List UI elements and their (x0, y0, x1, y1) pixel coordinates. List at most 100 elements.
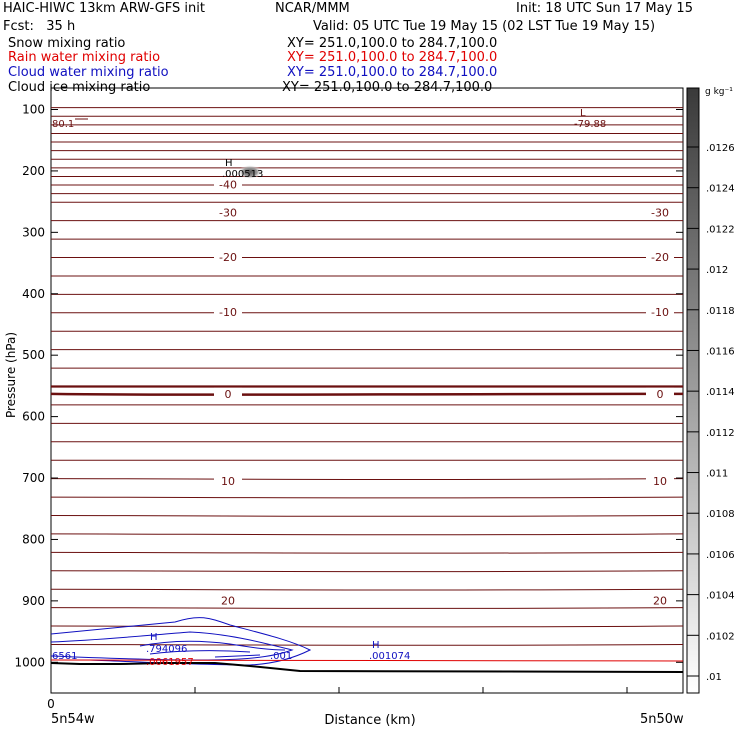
colorbar-label: .0118 (706, 306, 735, 317)
temperature-contour-line (50, 551, 684, 554)
contour-label-bg (646, 594, 674, 607)
annotation-value-h-cloud: .001074 (369, 651, 410, 662)
colorbar-label: .0108 (706, 509, 735, 520)
x-tick-0: 0 (47, 697, 55, 711)
temperature-contour-labels: -40 -30 -30 -20 -20 -10 -10 0 0 10 10 20 20 (214, 178, 674, 607)
contour-label: -10 (651, 306, 669, 319)
y-tick-label: 300 (22, 225, 45, 239)
temperature-contour-line (50, 625, 684, 628)
contour-label: -10 (219, 306, 237, 319)
annotation-mark-h-cloud-left: H (150, 632, 158, 643)
contour-label-bg (646, 387, 674, 400)
surface-line (50, 662, 684, 673)
contour-label-bg (214, 250, 242, 263)
x-end-label: 5n50w (640, 712, 684, 727)
rain-contour (50, 659, 684, 662)
contour-label-bg (214, 387, 242, 400)
annotation-mark-l: L (580, 108, 586, 119)
contour-label-bg (646, 475, 674, 488)
annotation-value-left: 80.1 (52, 119, 74, 130)
colorbar-label: .0112 (706, 428, 735, 439)
temperature-contour-line (50, 643, 684, 646)
field-xy-cloudwater: XY= 251.0,100.0 to 284.7,100.0 (287, 65, 498, 80)
annotation-value-h-ice: .000513 (222, 169, 263, 180)
contour-label-bg (646, 206, 674, 219)
annotation-value-cloud-left: 6561 (52, 651, 77, 662)
annotations: H .000513 L -79.88 80.1 H .001074 H .794… (52, 108, 606, 668)
colorbar (686, 87, 700, 694)
temperature-contour-line (50, 478, 684, 481)
temperature-contour-line (50, 588, 684, 591)
valid-time: Valid: 05 UTC Tue 19 May 15 (02 LST Tue … (313, 19, 656, 34)
forecast-hour: Fcst: 35 h (3, 19, 76, 34)
contour-label-bg (214, 594, 242, 607)
y-tick-label: 200 (22, 164, 45, 178)
annotation-value-cloud-001: .001 (270, 651, 292, 662)
contour-label: 0 (657, 388, 664, 401)
temperature-contour-line (50, 496, 684, 499)
annotation-mark-h-ice: H (225, 158, 233, 169)
annotation-mark-h-cloud: H (372, 640, 380, 651)
y-tick-label: 700 (22, 471, 45, 485)
x-axis-ticks (50, 687, 628, 693)
temperature-contour-line (50, 607, 684, 610)
colorbar-label: .0104 (706, 591, 735, 602)
temperature-contour-line (50, 514, 684, 517)
contour-label-bg (214, 206, 242, 219)
annotation-value-rain: .0061957 (146, 657, 194, 668)
colorbar-label: .0124 (706, 184, 735, 195)
contour-label: -30 (219, 207, 237, 220)
colorbar-label: .012 (706, 265, 728, 276)
field-name-snow: Snow mixing ratio (8, 36, 126, 51)
temperature-contours (50, 107, 684, 646)
colorbar-label: .0114 (706, 387, 735, 398)
field-name-cloudwater: Cloud water mixing ratio (8, 65, 169, 80)
y-axis-title: Pressure (hPa) (4, 332, 18, 418)
cloud-ice-max (238, 165, 262, 179)
colorbar-label: .0122 (706, 224, 735, 235)
init-time: Init: 18 UTC Sun 17 May 15 (516, 1, 693, 16)
contour-label: 20 (221, 594, 235, 607)
x-start-label: 5n54w (51, 712, 95, 727)
contour-label-bg (646, 306, 674, 319)
contour-label: -40 (219, 178, 237, 191)
annotation-value-h-cloud-left: .794096 (146, 644, 187, 655)
colorbar-label: .0126 (706, 143, 735, 154)
org-label: NCAR/MMM (275, 1, 350, 16)
colorbar-label: .0116 (706, 346, 735, 357)
freezing-level-line (50, 392, 684, 397)
colorbar-labels: .0126 .0124 .0122 .012 .0118 .0116 .0114 .0112.… (687, 143, 735, 683)
contour-label-bg (646, 250, 674, 263)
contour-label: 0 (225, 388, 232, 401)
y-tick-label: 500 (22, 348, 45, 362)
y-tick-label: 900 (22, 594, 45, 608)
contour-label: 10 (221, 475, 235, 488)
annotation-value-l: -79.88 (574, 119, 606, 130)
contour-label: -20 (219, 251, 237, 264)
y-tick-label: 800 (22, 532, 45, 546)
contour-label: 10 (653, 475, 667, 488)
contour-label: -20 (651, 251, 669, 264)
y-tick-label: 100 (22, 102, 45, 116)
contour-label-bg (214, 178, 242, 191)
y-tick-label: 400 (22, 287, 45, 301)
temperature-contour-line (50, 570, 684, 573)
contour-label-bg (214, 306, 242, 319)
colorbar-label: .01 (706, 672, 722, 683)
y-tick-label: 600 (22, 410, 45, 424)
colorbar-label: .0102 (706, 631, 735, 642)
model-title: HAIC-HIWC 13km ARW-GFS init (3, 1, 205, 16)
contour-label-bg (214, 475, 242, 488)
field-name-rain: Rain water mixing ratio (8, 50, 161, 65)
field-xy-rain: XY= 251.0,100.0 to 284.7,100.0 (287, 50, 498, 65)
temperature-contour-line (50, 533, 684, 536)
colorbar-unit: g kg⁻¹ (705, 87, 733, 97)
colorbar-label: .011 (706, 469, 728, 480)
contour-label: 20 (653, 594, 667, 607)
cloud-water-contours (50, 617, 312, 666)
colorbar-label: .0106 (706, 550, 735, 561)
field-xy-snow: XY= 251.0,100.0 to 284.7,100.0 (287, 36, 498, 51)
y-tick-label: 1000 (14, 655, 45, 669)
